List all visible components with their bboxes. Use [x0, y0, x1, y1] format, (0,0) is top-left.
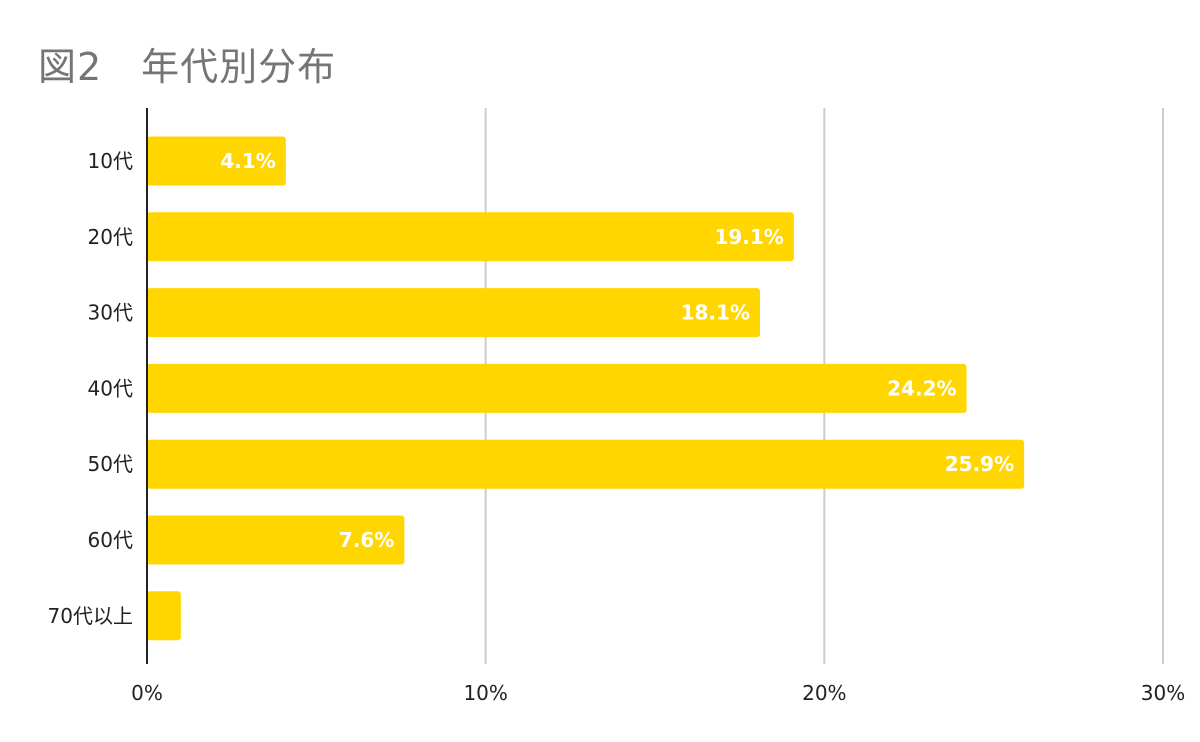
bar-6	[147, 515, 405, 565]
bar-3	[147, 288, 760, 338]
data-label: 24.2%	[887, 376, 956, 400]
category-label: 60代	[88, 528, 133, 552]
category-label: 70代以上	[48, 604, 133, 628]
data-label: 7.6%	[339, 528, 394, 552]
bar-2	[147, 212, 794, 262]
data-label: 25.9%	[945, 452, 1014, 476]
category-label: 20代	[88, 225, 133, 249]
data-labels: 4.1% 19.1% 18.1% 24.2% 25.9% 7.6%	[220, 149, 1014, 552]
bar-1	[147, 136, 286, 186]
x-tick-label: 30%	[1141, 681, 1185, 705]
x-tick-label: 0%	[131, 681, 163, 705]
bar-7	[147, 591, 181, 641]
category-label: 30代	[88, 301, 133, 325]
bar-4	[147, 363, 967, 413]
data-label: 18.1%	[681, 301, 750, 325]
x-tick-labels: 0% 10% 20% 30%	[131, 681, 1185, 705]
x-tick-label: 20%	[802, 681, 846, 705]
x-tick-label: 10%	[463, 681, 507, 705]
category-label: 40代	[88, 376, 133, 400]
category-labels: 10代 20代 30代 40代 50代 60代 70代以上	[48, 149, 133, 628]
chart-title: 図2 年代別分布	[38, 45, 337, 89]
bar-5	[147, 439, 1025, 489]
category-label: 50代	[88, 452, 133, 476]
category-label: 10代	[88, 149, 133, 173]
bars	[147, 136, 1025, 641]
data-label: 19.1%	[714, 225, 783, 249]
data-label: 4.1%	[220, 149, 275, 173]
